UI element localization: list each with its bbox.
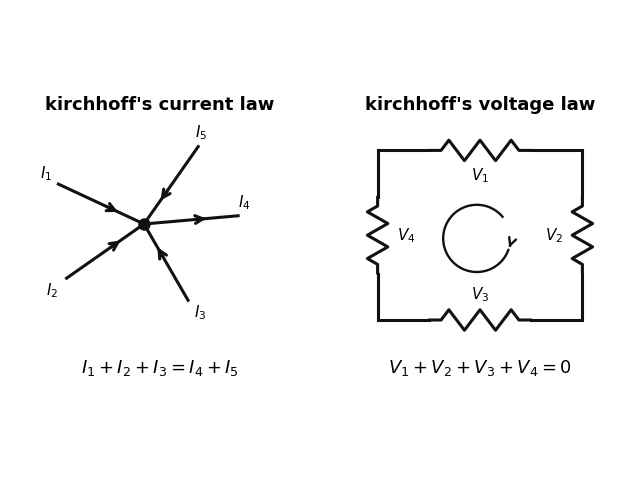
Text: $I_3$: $I_3$ [194,303,206,322]
Text: $V_1$: $V_1$ [471,167,489,185]
Text: $V_4$: $V_4$ [397,226,415,244]
Text: $I_5$: $I_5$ [195,123,207,142]
Text: $V_3$: $V_3$ [471,285,489,304]
Text: $\mathit{I}_1+ \mathit{I}_2+ \mathit{I}_3= \mathit{I}_4+ \mathit{I}_5$: $\mathit{I}_1+ \mathit{I}_2+ \mathit{I}_… [81,358,239,378]
Text: $\mathit{V}_1 + \mathit{V}_2 + \mathit{V}_3 + \mathit{V}_4 = 0$: $\mathit{V}_1 + \mathit{V}_2 + \mathit{V… [388,358,572,378]
Text: $I_1$: $I_1$ [40,165,52,183]
Text: $V_2$: $V_2$ [545,226,563,244]
Text: $I_4$: $I_4$ [238,193,251,212]
Text: $I_2$: $I_2$ [47,281,59,300]
Text: kirchhoff's current law: kirchhoff's current law [45,96,275,114]
Text: kirchhoff's voltage law: kirchhoff's voltage law [365,96,595,114]
